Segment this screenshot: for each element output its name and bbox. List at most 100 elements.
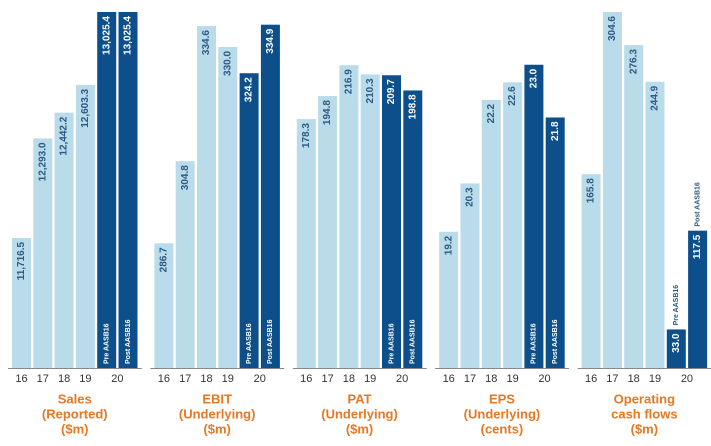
value-label: 198.8 (407, 94, 418, 119)
value-label: 11,716.5 (16, 241, 27, 280)
annotation: Post AASB16 (694, 182, 701, 227)
bar (624, 45, 644, 369)
x-tick-label: 19 (506, 373, 518, 385)
chart-title: EPS (489, 391, 515, 406)
x-tick-label: 17 (464, 373, 476, 385)
value-label: 216.9 (344, 69, 355, 94)
chart-title: ($m) (203, 421, 230, 436)
x-tick-label: 17 (179, 373, 191, 385)
value-label: 194.8 (322, 100, 333, 125)
value-label: 117.5 (692, 234, 703, 259)
value-label: 33.0 (671, 333, 682, 353)
x-tick-label: 18 (628, 373, 640, 385)
bar (239, 73, 259, 368)
chart-title: PAT (348, 391, 372, 406)
bar (602, 12, 622, 368)
chart-title: (Reported) (42, 406, 108, 421)
bar (12, 237, 31, 368)
x-tick-label: 19 (364, 373, 376, 385)
bar (403, 90, 423, 369)
bar (645, 81, 665, 368)
value-label: 330.0 (222, 50, 233, 75)
value-label: 165.8 (586, 178, 597, 203)
x-tick-label: 16 (158, 373, 170, 385)
chart-title: (Underlying) (464, 406, 541, 421)
value-label: 12,442.2 (59, 116, 70, 155)
x-tick-label: 20 (111, 373, 123, 385)
x-tick-label: 18 (343, 373, 355, 385)
x-tick-label: 19 (79, 373, 91, 385)
x-tick-label: 18 (58, 373, 70, 385)
value-label: 22.6 (507, 86, 518, 106)
x-tick-label: 16 (300, 373, 312, 385)
chart-title: ($m) (631, 421, 658, 436)
value-label: 276.3 (628, 49, 639, 74)
value-label: 23.0 (529, 68, 540, 88)
chart-title: ($m) (61, 421, 88, 436)
chart-title: cash flows (611, 406, 677, 421)
value-label: 178.3 (301, 123, 312, 148)
bar (688, 230, 708, 368)
value-label: 13,025.4 (101, 16, 112, 55)
bar (54, 112, 74, 368)
annotation: Pre AASB16 (673, 285, 680, 326)
value-label: 286.7 (159, 247, 170, 272)
bar (318, 96, 338, 369)
bar (260, 24, 280, 368)
x-tick-label: 16 (585, 373, 597, 385)
chart-title: (cents) (481, 421, 524, 436)
value-label: 19.2 (443, 235, 454, 255)
value-label: 22.2 (486, 103, 497, 123)
bar (360, 74, 380, 368)
x-tick-label: 18 (200, 373, 212, 385)
x-tick-label: 16 (15, 373, 27, 385)
bar (439, 231, 459, 368)
annotation: Post AASB16 (552, 319, 559, 364)
value-label: 324.2 (244, 77, 255, 102)
bar (581, 174, 601, 368)
x-tick-label: 17 (321, 373, 333, 385)
x-tick-label: 20 (538, 373, 550, 385)
bar (218, 46, 238, 369)
bar (118, 12, 138, 368)
value-label: 210.3 (365, 78, 376, 103)
bar (382, 75, 401, 368)
value-label: 12,603.3 (80, 88, 91, 127)
annotation: Post AASB16 (410, 319, 417, 364)
bar (481, 99, 501, 368)
chart-title: Operating (614, 391, 675, 406)
bar (175, 161, 195, 368)
bar (460, 183, 480, 368)
value-label: 21.8 (550, 121, 561, 141)
annotation: Pre AASB16 (246, 323, 253, 364)
x-tick-label: 18 (485, 373, 497, 385)
value-label: 334.6 (201, 30, 212, 55)
x-tick-label: 17 (37, 373, 49, 385)
bar (154, 243, 174, 368)
annotation: Pre AASB16 (388, 323, 395, 364)
x-tick-label: 16 (443, 373, 455, 385)
annotation: Post AASB16 (267, 319, 274, 364)
chart-title: EBIT (202, 391, 232, 406)
x-tick-label: 20 (396, 373, 408, 385)
bar (524, 64, 544, 369)
bar (197, 26, 216, 369)
value-label: 13,025.4 (123, 16, 134, 55)
annotation: Post AASB16 (125, 319, 132, 364)
bar (339, 65, 359, 369)
value-label: 244.9 (650, 85, 661, 110)
x-tick-label: 20 (254, 373, 266, 385)
bar (75, 84, 95, 369)
annotation: Pre AASB16 (531, 323, 538, 364)
bar (503, 82, 523, 368)
value-label: 304.6 (607, 16, 618, 41)
chart-title: ($m) (346, 421, 373, 436)
chart-title: Sales (58, 391, 92, 406)
value-label: 209.7 (386, 79, 397, 104)
bar (33, 138, 53, 368)
annotation: Pre AASB16 (104, 323, 111, 364)
bar (545, 117, 565, 369)
value-label: 12,293.0 (37, 142, 48, 181)
x-tick-label: 19 (649, 373, 661, 385)
